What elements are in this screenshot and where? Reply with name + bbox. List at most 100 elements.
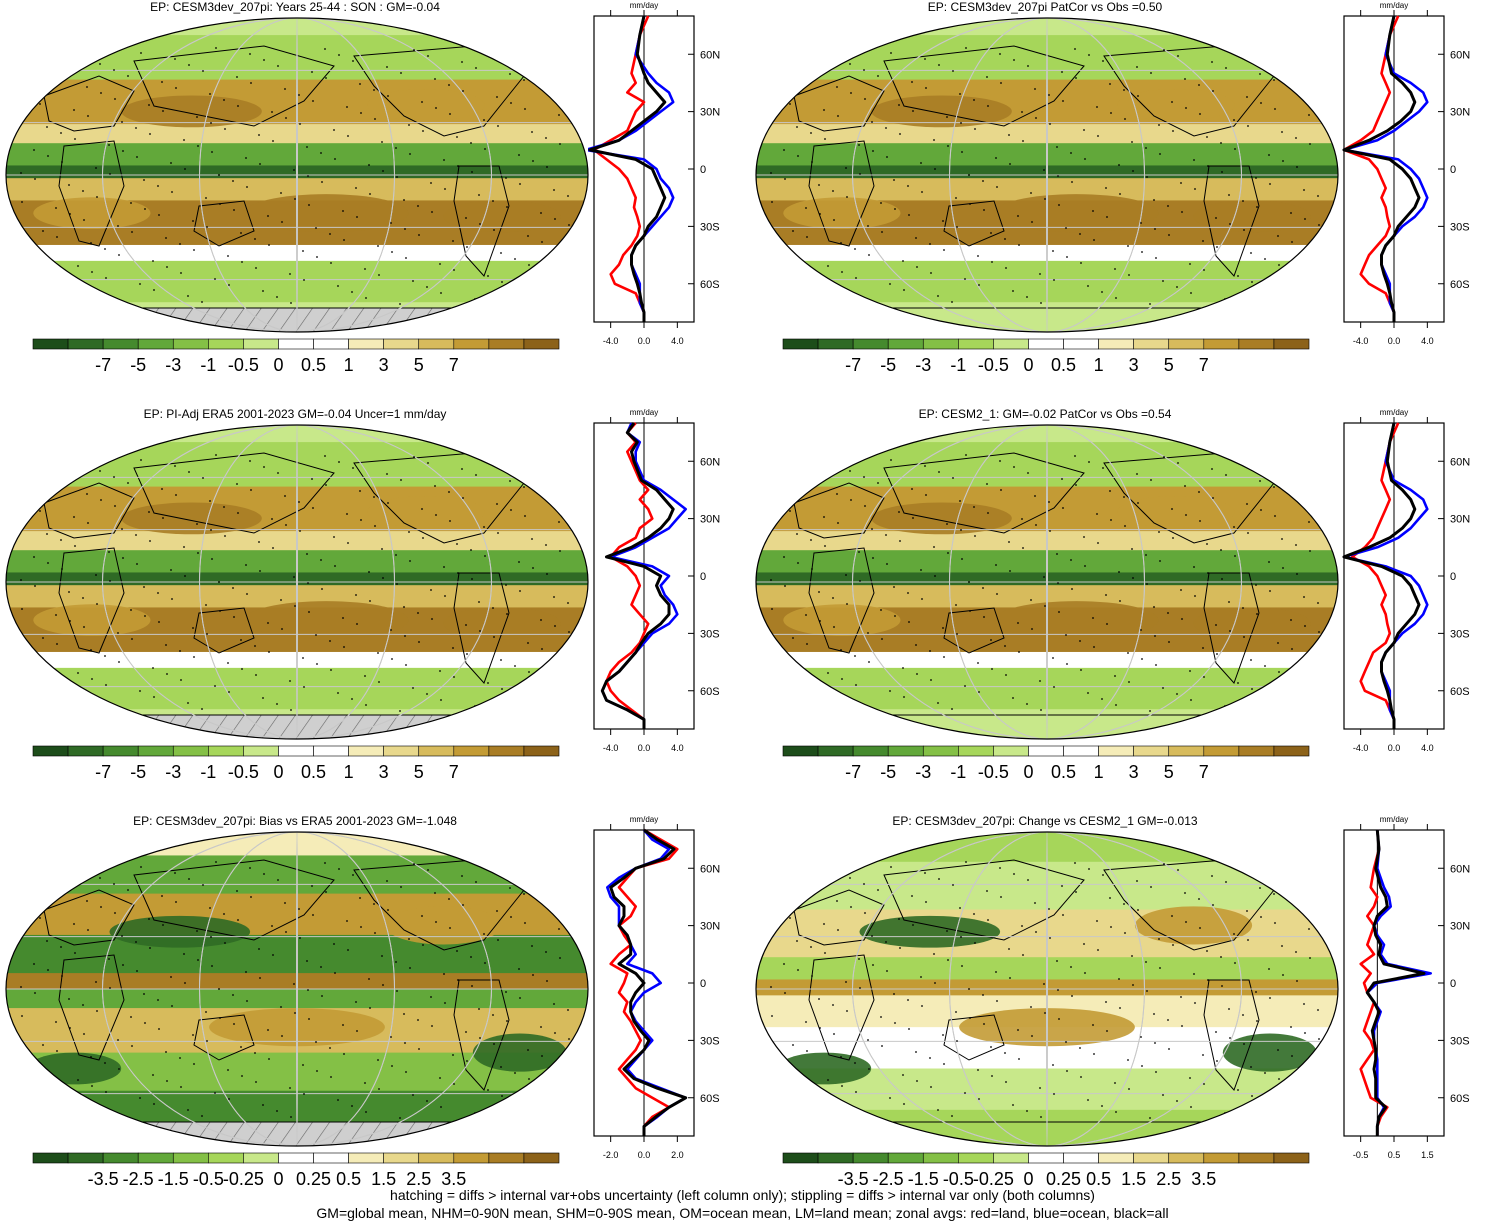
colorbar-label: 0 <box>273 1169 283 1189</box>
ocean-zonal-line <box>588 15 675 322</box>
colorbar-swatch <box>1238 338 1275 350</box>
x-tick-label: 1.5 <box>1421 1150 1434 1160</box>
y-tick-label: 30N <box>1450 921 1470 933</box>
y-tick-label: 60N <box>1450 863 1470 875</box>
colorbar-swatch <box>1028 745 1064 757</box>
colorbar-label: -3.5 <box>88 1169 119 1189</box>
y-tick-label: 30S <box>1450 1035 1470 1047</box>
colorbar-swatch <box>488 338 525 350</box>
x-tick-label: 0.0 <box>1388 743 1401 753</box>
y-tick-label: 60N <box>700 49 720 61</box>
colorbar: -3.5 -2.5 -1.5 -0.5 -0.25 0 0.25 0.5 1.5 2.5 3.5 <box>782 1152 1310 1214</box>
footer-note-legend: GM=global mean, NHM=0-90N mean, SHM=0-90… <box>316 1205 1169 1221</box>
colorbar-swatch <box>67 745 104 757</box>
colorbar-swatch <box>852 1152 889 1164</box>
colorbar-label: 5 <box>414 355 424 375</box>
colorbar-label: -5 <box>880 355 896 375</box>
colorbar-swatch <box>278 745 314 757</box>
map-panel-2: EP: CESM3dev_207pi PatCor vs Obs =0.50 -4… <box>750 0 1485 405</box>
colorbar-label: 0.25 <box>1046 1169 1081 1189</box>
x-axis-label: mm/day <box>630 1 658 10</box>
colorbar: -7 -5 -3 -1 -0.5 0 0.5 1 3 5 7 <box>782 745 1310 807</box>
colorbar-label: -7 <box>845 355 861 375</box>
colorbar-swatch <box>922 338 959 350</box>
colorbar-label: 1 <box>344 355 354 375</box>
colorbar-label: 3.5 <box>441 1169 466 1189</box>
colorbar-label: -2.5 <box>123 1169 154 1189</box>
x-tick-label: -4.0 <box>1353 743 1369 753</box>
ocean-zonal-line <box>1342 422 1429 729</box>
colorbar-label: 0.5 <box>301 355 326 375</box>
world-map <box>755 831 1339 1147</box>
colorbar: -7 -5 -3 -1 -0.5 0 0.5 1 3 5 7 <box>32 338 560 400</box>
colorbar-swatch <box>418 338 455 350</box>
colorbar-swatch <box>1098 1152 1134 1164</box>
colorbar-label: 3 <box>379 762 389 782</box>
colorbar-swatch <box>1063 745 1099 757</box>
map-panel-4: EP: CESM2_1: GM=-0.02 PatCor vs Obs =0.5… <box>750 407 1485 812</box>
panel-title: EP: CESM2_1: GM=-0.02 PatCor vs Obs =0.5… <box>918 407 1172 421</box>
colorbar-swatch <box>782 745 819 757</box>
x-tick-label: -4.0 <box>603 336 619 346</box>
colorbar-swatch <box>243 338 279 350</box>
y-tick-label: 0 <box>700 164 706 176</box>
colorbar-swatch <box>208 338 244 350</box>
y-tick-label: 30S <box>700 221 720 233</box>
colorbar-swatch <box>172 1152 209 1164</box>
footer-note-hatching: hatching = diffs > internal var+obs unce… <box>390 1187 1095 1203</box>
colorbar-label: -5 <box>130 762 146 782</box>
y-tick-label: 30N <box>1450 107 1470 119</box>
colorbar-label: -0.25 <box>973 1169 1014 1189</box>
colorbar-swatch <box>1133 745 1170 757</box>
colorbar-swatch <box>67 338 104 350</box>
colorbar-swatch <box>782 338 819 350</box>
colorbar-swatch <box>523 745 560 757</box>
x-tick-label: 0.0 <box>638 743 651 753</box>
colorbar-swatch <box>1098 338 1134 350</box>
colorbar-swatch <box>383 338 420 350</box>
colorbar-label: 7 <box>1199 762 1209 782</box>
colorbar-swatch <box>958 1152 994 1164</box>
y-tick-label: 0 <box>700 978 706 990</box>
colorbar-swatch <box>278 1152 314 1164</box>
colorbar-label: 5 <box>414 762 424 782</box>
x-tick-label: -4.0 <box>603 743 619 753</box>
world-map <box>5 424 589 740</box>
colorbar-swatch <box>32 745 69 757</box>
colorbar-label: -3.5 <box>838 1169 869 1189</box>
y-tick-label: 30S <box>1450 628 1470 640</box>
colorbar-label: 3 <box>1129 762 1139 782</box>
colorbar: -7 -5 -3 -1 -0.5 0 0.5 1 3 5 7 <box>782 338 1310 400</box>
colorbar-swatch <box>1028 1152 1064 1164</box>
plot-frame <box>1343 829 1445 1137</box>
y-tick-label: 30N <box>700 514 720 526</box>
map-panel-1: EP: CESM3dev_207pi: Years 25-44 : SON : … <box>0 0 740 405</box>
colorbar-label: -0.5 <box>228 762 259 782</box>
world-map <box>755 17 1339 333</box>
colorbar-swatch <box>1273 338 1310 350</box>
y-tick-label: 0 <box>1450 164 1456 176</box>
colorbar-swatch <box>958 745 994 757</box>
colorbar-swatch <box>32 1152 69 1164</box>
colorbar-label: -5 <box>130 355 146 375</box>
colorbar-swatch <box>1063 1152 1099 1164</box>
colorbar-swatch <box>383 1152 420 1164</box>
all-zonal-line <box>600 422 675 729</box>
colorbar-label: 3 <box>1129 355 1139 375</box>
panel-title: EP: CESM3dev_207pi: Change vs CESM2_1 GM… <box>892 814 1198 828</box>
x-tick-label: 4.0 <box>1421 743 1434 753</box>
colorbar-label: 0 <box>1023 1169 1033 1189</box>
world-map <box>5 831 589 1147</box>
y-tick-label: 60S <box>1450 686 1470 698</box>
colorbar-swatch <box>1203 745 1240 757</box>
colorbar-swatch <box>32 338 69 350</box>
colorbar-swatch <box>208 1152 244 1164</box>
colorbar-label: -0.5 <box>978 355 1009 375</box>
colorbar-swatch <box>523 1152 560 1164</box>
colorbar-label: 2.5 <box>406 1169 431 1189</box>
colorbar-swatch <box>102 745 139 757</box>
y-tick-label: 60S <box>1450 279 1470 291</box>
ocean-zonal-line <box>1342 15 1429 322</box>
colorbar-label: 0.5 <box>1051 355 1076 375</box>
colorbar-label: -3 <box>915 355 931 375</box>
